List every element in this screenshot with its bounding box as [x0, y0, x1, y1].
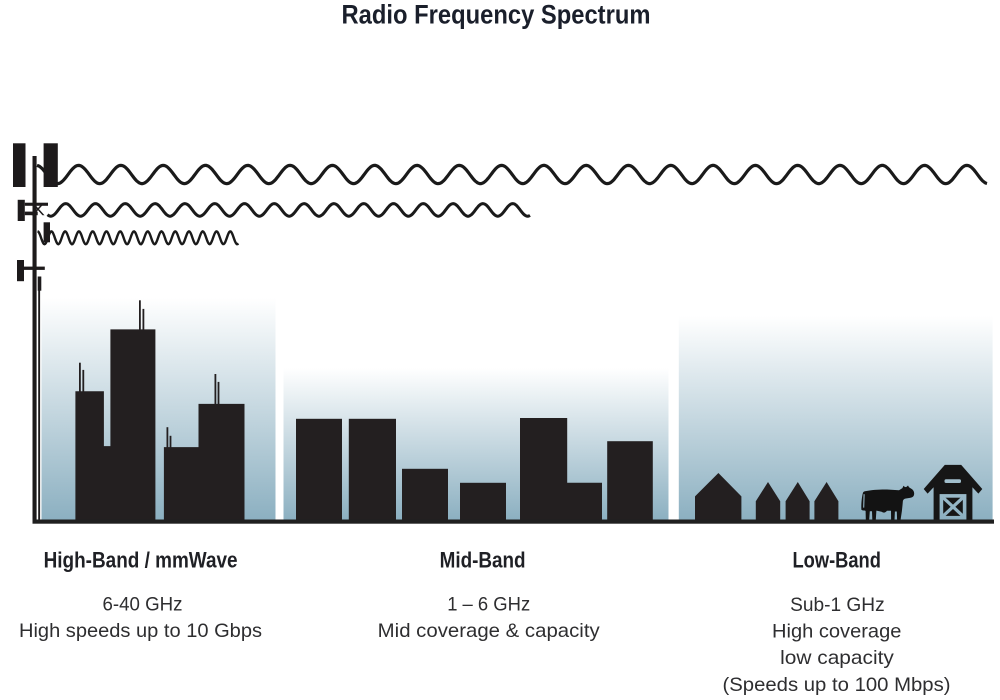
svg-text:High-Band / mmWave: High-Band / mmWave — [44, 548, 238, 573]
svg-text:Radio Frequency Spectrum: Radio Frequency Spectrum — [342, 0, 651, 29]
svg-text:Mid coverage & capacity: Mid coverage & capacity — [378, 620, 600, 642]
svg-text:High coverage: High coverage — [772, 621, 901, 643]
svg-text:Sub-1 GHz: Sub-1 GHz — [790, 594, 885, 616]
svg-text:low capacity: low capacity — [780, 647, 894, 669]
svg-text:High speeds up to 10 Gbps: High speeds up to 10 Gbps — [19, 620, 262, 642]
svg-text:Low-Band: Low-Band — [793, 548, 881, 573]
svg-text:6-40 GHz: 6-40 GHz — [103, 593, 183, 615]
svg-text:1 – 6 GHz: 1 – 6 GHz — [447, 593, 530, 615]
svg-text:(Speeds up to 100 Mbps): (Speeds up to 100 Mbps) — [723, 674, 951, 696]
svg-text:Mid-Band: Mid-Band — [440, 548, 526, 573]
